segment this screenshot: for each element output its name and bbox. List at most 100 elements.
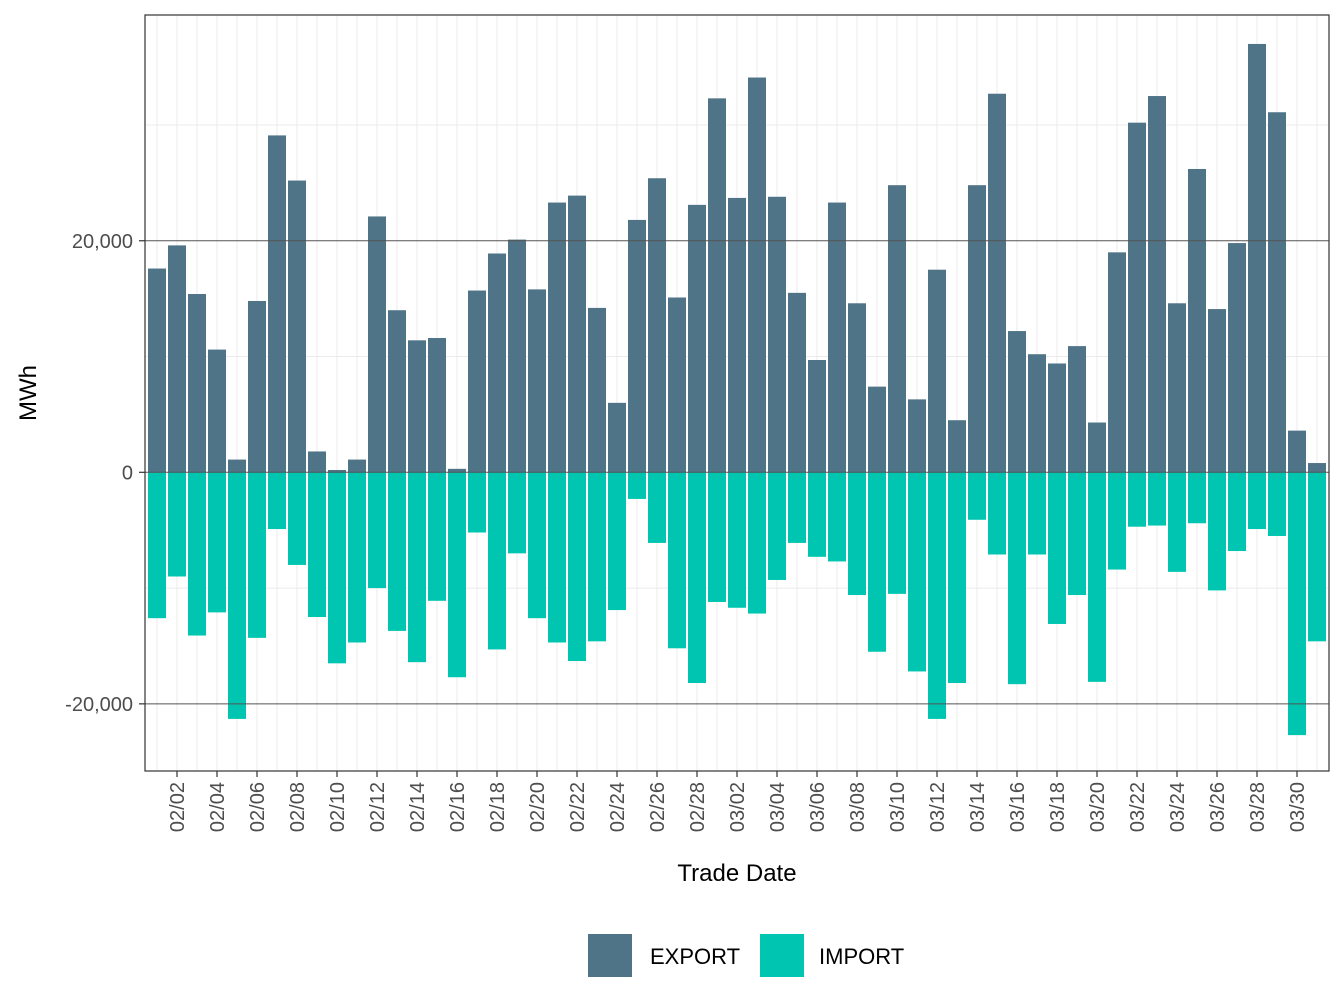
bar-import-02-01 [148,472,166,619]
x-tick-label: 03/10 [887,782,909,832]
bar-import-03-29 [1268,472,1286,536]
bar-export-03-05 [788,292,806,473]
bar-import-03-16 [1008,472,1026,685]
x-axis: 02/02 02/04 02/06 02/08 02/10 02/12 02/14 02/16… [167,771,1309,832]
bar-export-02-13 [388,310,406,473]
bar-export-02-17 [468,290,486,473]
bar-export-02-28 [688,204,706,473]
bar-import-02-19 [508,472,526,554]
bar-import-02-15 [428,472,446,601]
bar-import-02-28 [688,472,706,684]
bar-import-03-06 [808,472,826,557]
bar-export-03-03 [748,77,766,473]
legend-key-export [588,934,632,977]
legend-label-import: IMPORT [819,944,904,969]
legend: EXPORT IMPORT [588,934,904,977]
bar-import-02-23 [588,472,606,642]
bar-import-02-08 [288,472,306,565]
bar-import-03-09 [868,472,886,652]
x-tick-label: 02/18 [487,782,509,832]
bar-export-03-12 [928,269,946,473]
bar-import-03-31 [1308,472,1326,642]
x-tick-label: 03/12 [927,782,949,832]
x-tick-label: 03/16 [1007,782,1029,832]
bar-import-02-25 [628,472,646,499]
x-tick-label: 02/10 [327,782,349,832]
bar-import-02-26 [648,472,666,543]
bar-export-02-02 [168,245,186,473]
bar-export-03-30 [1288,430,1306,473]
bar-export-03-09 [868,386,886,473]
x-tick-label: 03/04 [767,782,789,832]
bar-import-03-04 [768,472,786,580]
x-tick-label: 03/06 [807,782,829,832]
y-tick-label: -20,000 [65,694,133,716]
bar-export-03-14 [968,185,986,473]
bar-import-02-05 [228,472,246,719]
x-tick-label: 03/26 [1207,782,1229,832]
bar-export-03-08 [848,303,866,473]
x-tick-label: 02/20 [527,782,549,832]
bar-import-03-11 [908,472,926,672]
bars-layer [145,43,1329,736]
legend-label-export: EXPORT [650,944,740,969]
x-tick-label: 02/16 [447,782,469,832]
bar-export-02-11 [348,459,366,473]
bar-export-03-04 [768,196,786,473]
bar-import-03-17 [1028,472,1046,555]
x-tick-label: 02/26 [647,782,669,832]
bar-export-03-02 [728,197,746,473]
bar-export-02-19 [508,239,526,473]
bar-export-02-26 [648,178,666,473]
bar-import-02-22 [568,472,586,662]
bar-export-02-10 [328,469,346,473]
bar-export-03-13 [948,420,966,473]
bar-import-03-27 [1228,472,1246,552]
bar-export-03-19 [1068,346,1086,473]
x-tick-label: 03/30 [1287,782,1309,832]
bar-export-02-14 [408,340,426,473]
bar-export-03-21 [1108,252,1126,473]
bar-export-02-03 [188,294,206,473]
bar-import-02-20 [528,472,546,619]
bar-import-03-02 [728,472,746,608]
bar-import-03-13 [948,472,966,684]
bar-import-03-19 [1068,472,1086,596]
bar-export-03-24 [1168,303,1186,473]
bar-import-03-22 [1128,472,1146,527]
x-axis-title: Trade Date [677,860,796,887]
bar-import-03-18 [1048,472,1066,624]
x-tick-label: 03/22 [1127,782,1149,832]
bar-export-03-27 [1228,243,1246,473]
x-tick-label: 02/22 [567,782,589,832]
bar-import-03-30 [1288,472,1306,736]
bar-export-02-24 [608,402,626,473]
bar-import-02-14 [408,472,426,663]
bar-export-03-26 [1208,309,1226,473]
bar-import-02-18 [488,472,506,650]
y-axis: -20,000 0 20,000 [65,231,145,716]
legend-key-import [760,934,804,977]
x-tick-label: 02/14 [407,782,429,832]
bar-export-03-17 [1028,354,1046,473]
x-tick-label: 03/02 [727,782,749,832]
bar-import-03-14 [968,472,986,520]
bar-export-02-01 [148,268,166,473]
bar-export-03-28 [1248,43,1266,473]
x-tick-label: 02/06 [247,782,269,832]
bar-export-02-20 [528,289,546,473]
bar-import-03-12 [928,472,946,719]
bar-import-03-24 [1168,472,1186,572]
bar-export-03-31 [1308,463,1326,473]
bar-export-02-15 [428,338,446,473]
bar-export-02-25 [628,219,646,473]
bar-export-03-07 [828,202,846,473]
x-tick-label: 03/14 [967,782,989,832]
bar-export-03-20 [1088,422,1106,473]
bar-export-02-21 [548,202,566,473]
bar-export-03-15 [988,93,1006,473]
bar-import-03-20 [1088,472,1106,682]
bar-export-03-29 [1268,112,1286,473]
